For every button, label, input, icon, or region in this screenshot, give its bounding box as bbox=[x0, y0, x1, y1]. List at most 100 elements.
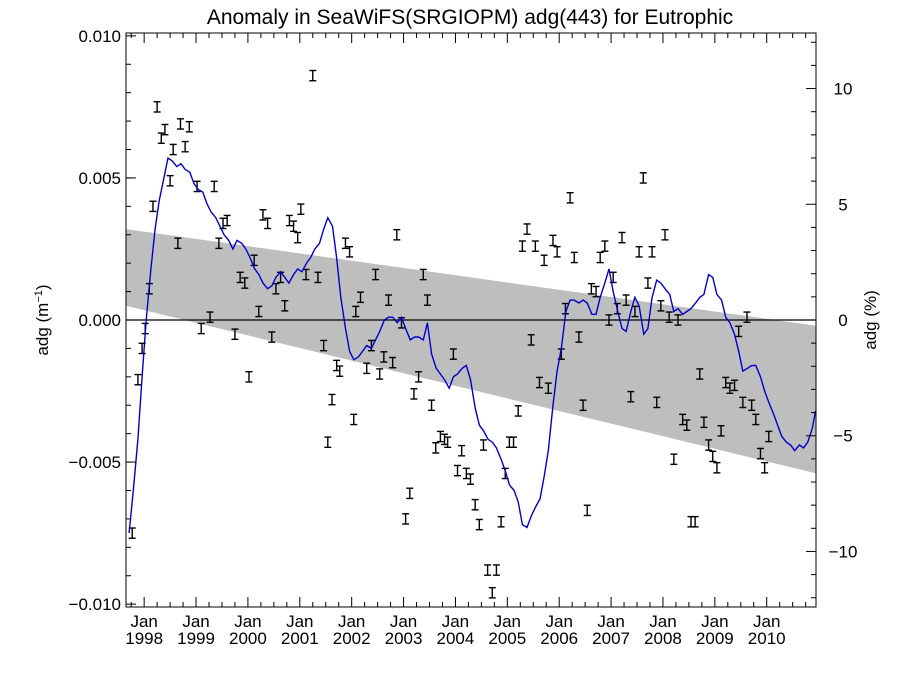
data-point bbox=[462, 467, 470, 480]
x-tick-year: 1998 bbox=[125, 629, 163, 648]
data-point bbox=[627, 390, 635, 403]
smoothed-anomaly-line bbox=[128, 156, 817, 534]
data-point bbox=[363, 362, 371, 375]
x-tick-year: 2001 bbox=[281, 629, 319, 648]
data-point bbox=[479, 439, 487, 451]
data-point bbox=[352, 305, 360, 318]
data-point bbox=[553, 245, 561, 258]
data-point bbox=[193, 180, 201, 193]
data-point bbox=[722, 376, 730, 389]
data-point bbox=[639, 172, 647, 184]
x-axis: Jan1998Jan1999Jan2000Jan2001Jan2002Jan20… bbox=[125, 33, 807, 648]
data-point bbox=[705, 439, 713, 451]
data-point bbox=[297, 203, 305, 215]
data-point bbox=[231, 328, 239, 341]
data-point bbox=[236, 271, 244, 284]
data-point bbox=[314, 271, 322, 284]
data-point bbox=[661, 228, 669, 241]
data-point bbox=[696, 368, 704, 380]
right-tick-label: −10 bbox=[829, 542, 858, 561]
data-point bbox=[423, 294, 431, 306]
x-tick-month: Jan bbox=[649, 612, 676, 631]
data-point bbox=[376, 368, 384, 380]
right-tick-label: 10 bbox=[834, 80, 853, 99]
data-point bbox=[134, 373, 142, 386]
x-tick-year: 2007 bbox=[592, 629, 630, 648]
data-point bbox=[726, 382, 734, 395]
data-point bbox=[454, 464, 462, 477]
data-point bbox=[324, 436, 332, 449]
data-point bbox=[488, 586, 496, 599]
data-point bbox=[635, 245, 643, 258]
left-tick-label: −0.005 bbox=[69, 453, 121, 472]
data-point bbox=[169, 143, 177, 156]
data-point bbox=[356, 291, 364, 304]
x-tick-year: 2005 bbox=[488, 629, 526, 648]
x-tick-month: Jan bbox=[494, 612, 521, 631]
data-point bbox=[166, 174, 174, 187]
data-point bbox=[432, 442, 440, 454]
x-tick-year: 1999 bbox=[177, 629, 215, 648]
trend-band-layer bbox=[126, 229, 816, 474]
data-point bbox=[605, 314, 613, 326]
x-tick-month: Jan bbox=[130, 612, 157, 631]
error-bar-layer bbox=[128, 69, 773, 599]
x-tick-year: 2009 bbox=[696, 629, 734, 648]
data-point bbox=[492, 564, 500, 576]
data-point bbox=[210, 180, 218, 193]
data-point bbox=[419, 268, 427, 281]
data-point bbox=[174, 237, 182, 250]
x-tick-month: Jan bbox=[545, 612, 572, 631]
data-point bbox=[601, 240, 609, 252]
data-point bbox=[587, 282, 595, 295]
data-point bbox=[149, 200, 157, 213]
smooth-line-layer bbox=[128, 156, 817, 534]
data-point bbox=[336, 365, 344, 377]
data-point bbox=[691, 515, 699, 528]
data-point bbox=[570, 251, 578, 264]
data-point bbox=[765, 430, 773, 443]
chart-title: Anomaly in SeaWiFS(SRGIOPM) adg(443) for… bbox=[207, 6, 733, 29]
data-point bbox=[497, 515, 505, 528]
data-point bbox=[523, 223, 531, 235]
x-tick-year: 2003 bbox=[385, 629, 423, 648]
data-point bbox=[250, 254, 258, 267]
data-point bbox=[670, 453, 678, 466]
data-point bbox=[518, 240, 526, 252]
data-point bbox=[700, 416, 708, 429]
data-point bbox=[458, 444, 466, 457]
data-point bbox=[648, 245, 656, 258]
right-tick-label: 5 bbox=[838, 195, 847, 214]
x-tick-month: Jan bbox=[182, 612, 209, 631]
data-point bbox=[372, 268, 380, 281]
data-point bbox=[549, 234, 557, 247]
data-point bbox=[622, 294, 630, 306]
data-point bbox=[739, 396, 747, 409]
x-tick-month: Jan bbox=[390, 612, 417, 631]
data-point bbox=[215, 237, 223, 250]
x-tick-year: 2004 bbox=[437, 629, 475, 648]
data-point bbox=[157, 132, 165, 144]
left-y-axis: 0.010 0.005 0.000 −0.005 −0.010 bbox=[69, 27, 136, 614]
x-tick-year: 2006 bbox=[540, 629, 578, 648]
right-y-axis-label: adg (%) bbox=[861, 290, 880, 350]
data-point bbox=[153, 101, 161, 113]
data-point bbox=[449, 348, 457, 360]
data-point bbox=[618, 231, 626, 244]
data-point bbox=[259, 209, 267, 221]
data-point bbox=[596, 251, 604, 264]
data-point bbox=[444, 436, 452, 449]
data-point bbox=[756, 447, 764, 460]
data-point bbox=[309, 69, 317, 82]
right-tick-label: 0 bbox=[838, 311, 847, 330]
data-point bbox=[350, 413, 358, 426]
data-point bbox=[717, 425, 725, 437]
data-point bbox=[579, 399, 587, 412]
data-point bbox=[255, 305, 263, 318]
data-point bbox=[735, 325, 743, 338]
left-tick-label: 0.005 bbox=[78, 169, 121, 188]
x-tick-month: Jan bbox=[597, 612, 624, 631]
data-point bbox=[181, 140, 189, 153]
data-point bbox=[687, 515, 695, 528]
